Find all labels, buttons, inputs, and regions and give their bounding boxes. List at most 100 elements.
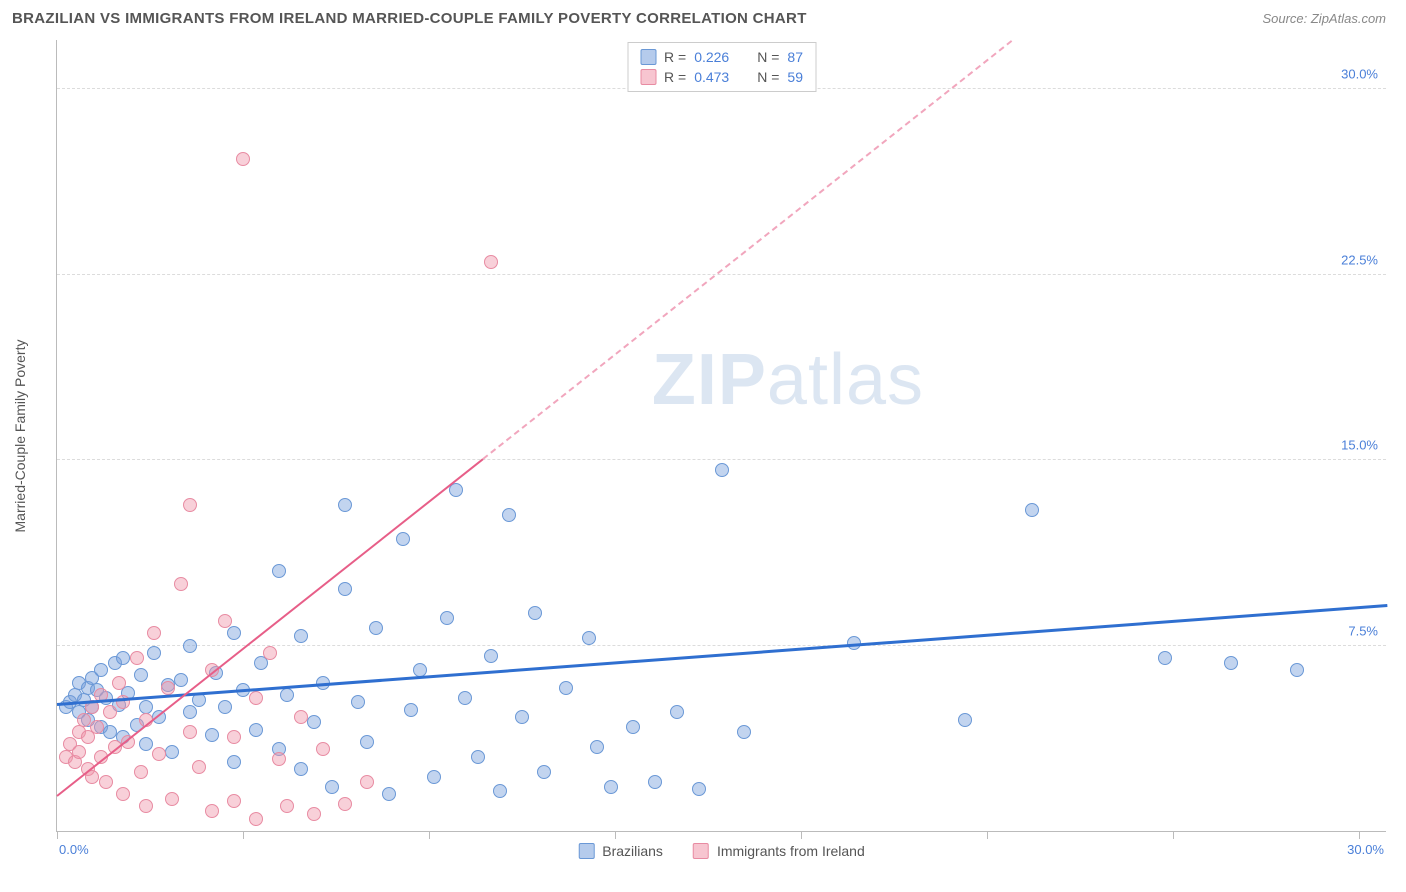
data-point xyxy=(99,775,113,789)
legend-swatch xyxy=(578,843,594,859)
data-point xyxy=(537,765,551,779)
data-point xyxy=(183,639,197,653)
trend-line-extrapolated xyxy=(482,40,1012,460)
data-point xyxy=(72,745,86,759)
data-point xyxy=(174,577,188,591)
data-point xyxy=(325,780,339,794)
data-point xyxy=(1158,651,1172,665)
data-point xyxy=(103,725,117,739)
n-value: 87 xyxy=(787,49,803,65)
data-point xyxy=(484,255,498,269)
source-label: Source: ZipAtlas.com xyxy=(1262,11,1386,26)
legend-stats: R = 0.226 N = 87R = 0.473 N = 59 xyxy=(627,42,816,92)
data-point xyxy=(183,725,197,739)
data-point xyxy=(192,760,206,774)
data-point xyxy=(183,498,197,512)
data-point xyxy=(134,668,148,682)
data-point xyxy=(559,681,573,695)
data-point xyxy=(139,737,153,751)
data-point xyxy=(737,725,751,739)
r-value: 0.473 xyxy=(694,69,729,85)
data-point xyxy=(515,710,529,724)
y-axis-label: Married-Couple Family Poverty xyxy=(12,340,28,533)
data-point xyxy=(152,747,166,761)
legend-stats-row: R =0.473N =59 xyxy=(640,67,803,87)
gridline xyxy=(57,274,1386,275)
watermark: ZIPatlas xyxy=(652,339,924,421)
legend-label: Immigrants from Ireland xyxy=(717,843,865,859)
data-point xyxy=(338,582,352,596)
data-point xyxy=(294,710,308,724)
data-point xyxy=(139,799,153,813)
data-point xyxy=(147,626,161,640)
data-point xyxy=(382,787,396,801)
trend-line xyxy=(56,458,483,796)
data-point xyxy=(626,720,640,734)
chart-title: BRAZILIAN VS IMMIGRANTS FROM IRELAND MAR… xyxy=(12,10,807,27)
x-tick xyxy=(1173,831,1174,839)
data-point xyxy=(316,742,330,756)
legend-swatch xyxy=(693,843,709,859)
data-point xyxy=(502,508,516,522)
legend-swatch xyxy=(640,69,656,85)
legend-series: Brazilians Immigrants from Ireland xyxy=(578,843,865,859)
data-point xyxy=(227,755,241,769)
n-label: N = xyxy=(757,69,779,85)
data-point xyxy=(94,663,108,677)
data-point xyxy=(249,812,263,826)
data-point xyxy=(263,646,277,660)
data-point xyxy=(218,700,232,714)
x-tick xyxy=(1359,831,1360,839)
data-point xyxy=(648,775,662,789)
n-label: N = xyxy=(757,49,779,65)
data-point xyxy=(427,770,441,784)
data-point xyxy=(147,646,161,660)
data-point xyxy=(590,740,604,754)
data-point xyxy=(1224,656,1238,670)
r-value: 0.226 xyxy=(694,49,729,65)
gridline xyxy=(57,645,1386,646)
data-point xyxy=(715,463,729,477)
legend-series-item: Brazilians xyxy=(578,843,663,859)
x-tick xyxy=(57,831,58,839)
data-point xyxy=(165,745,179,759)
data-point xyxy=(227,794,241,808)
legend-label: Brazilians xyxy=(602,843,663,859)
data-point xyxy=(582,631,596,645)
data-point xyxy=(236,152,250,166)
data-point xyxy=(692,782,706,796)
legend-series-item: Immigrants from Ireland xyxy=(693,843,865,859)
data-point xyxy=(338,797,352,811)
data-point xyxy=(528,606,542,620)
data-point xyxy=(227,730,241,744)
data-point xyxy=(116,651,130,665)
data-point xyxy=(1025,503,1039,517)
data-point xyxy=(493,784,507,798)
data-point xyxy=(249,723,263,737)
data-point xyxy=(134,765,148,779)
data-point xyxy=(338,498,352,512)
y-tick-label: 15.0% xyxy=(1341,438,1378,453)
data-point xyxy=(404,703,418,717)
data-point xyxy=(396,532,410,546)
legend-stats-row: R = 0.226 N = 87 xyxy=(640,47,803,67)
data-point xyxy=(272,752,286,766)
data-point xyxy=(90,720,104,734)
n-value: 59 xyxy=(787,69,803,85)
x-tick xyxy=(987,831,988,839)
plot-area: ZIPatlas R =0.226N =87R =0.473N =59 Braz… xyxy=(56,40,1386,832)
data-point xyxy=(307,715,321,729)
data-point xyxy=(458,691,472,705)
data-point xyxy=(165,792,179,806)
data-point xyxy=(307,807,321,821)
data-point xyxy=(280,799,294,813)
data-point xyxy=(294,762,308,776)
data-point xyxy=(227,626,241,640)
data-point xyxy=(77,713,91,727)
data-point xyxy=(161,681,175,695)
r-label: R = xyxy=(664,49,686,65)
data-point xyxy=(484,649,498,663)
data-point xyxy=(1290,663,1304,677)
data-point xyxy=(604,780,618,794)
data-point xyxy=(360,735,374,749)
